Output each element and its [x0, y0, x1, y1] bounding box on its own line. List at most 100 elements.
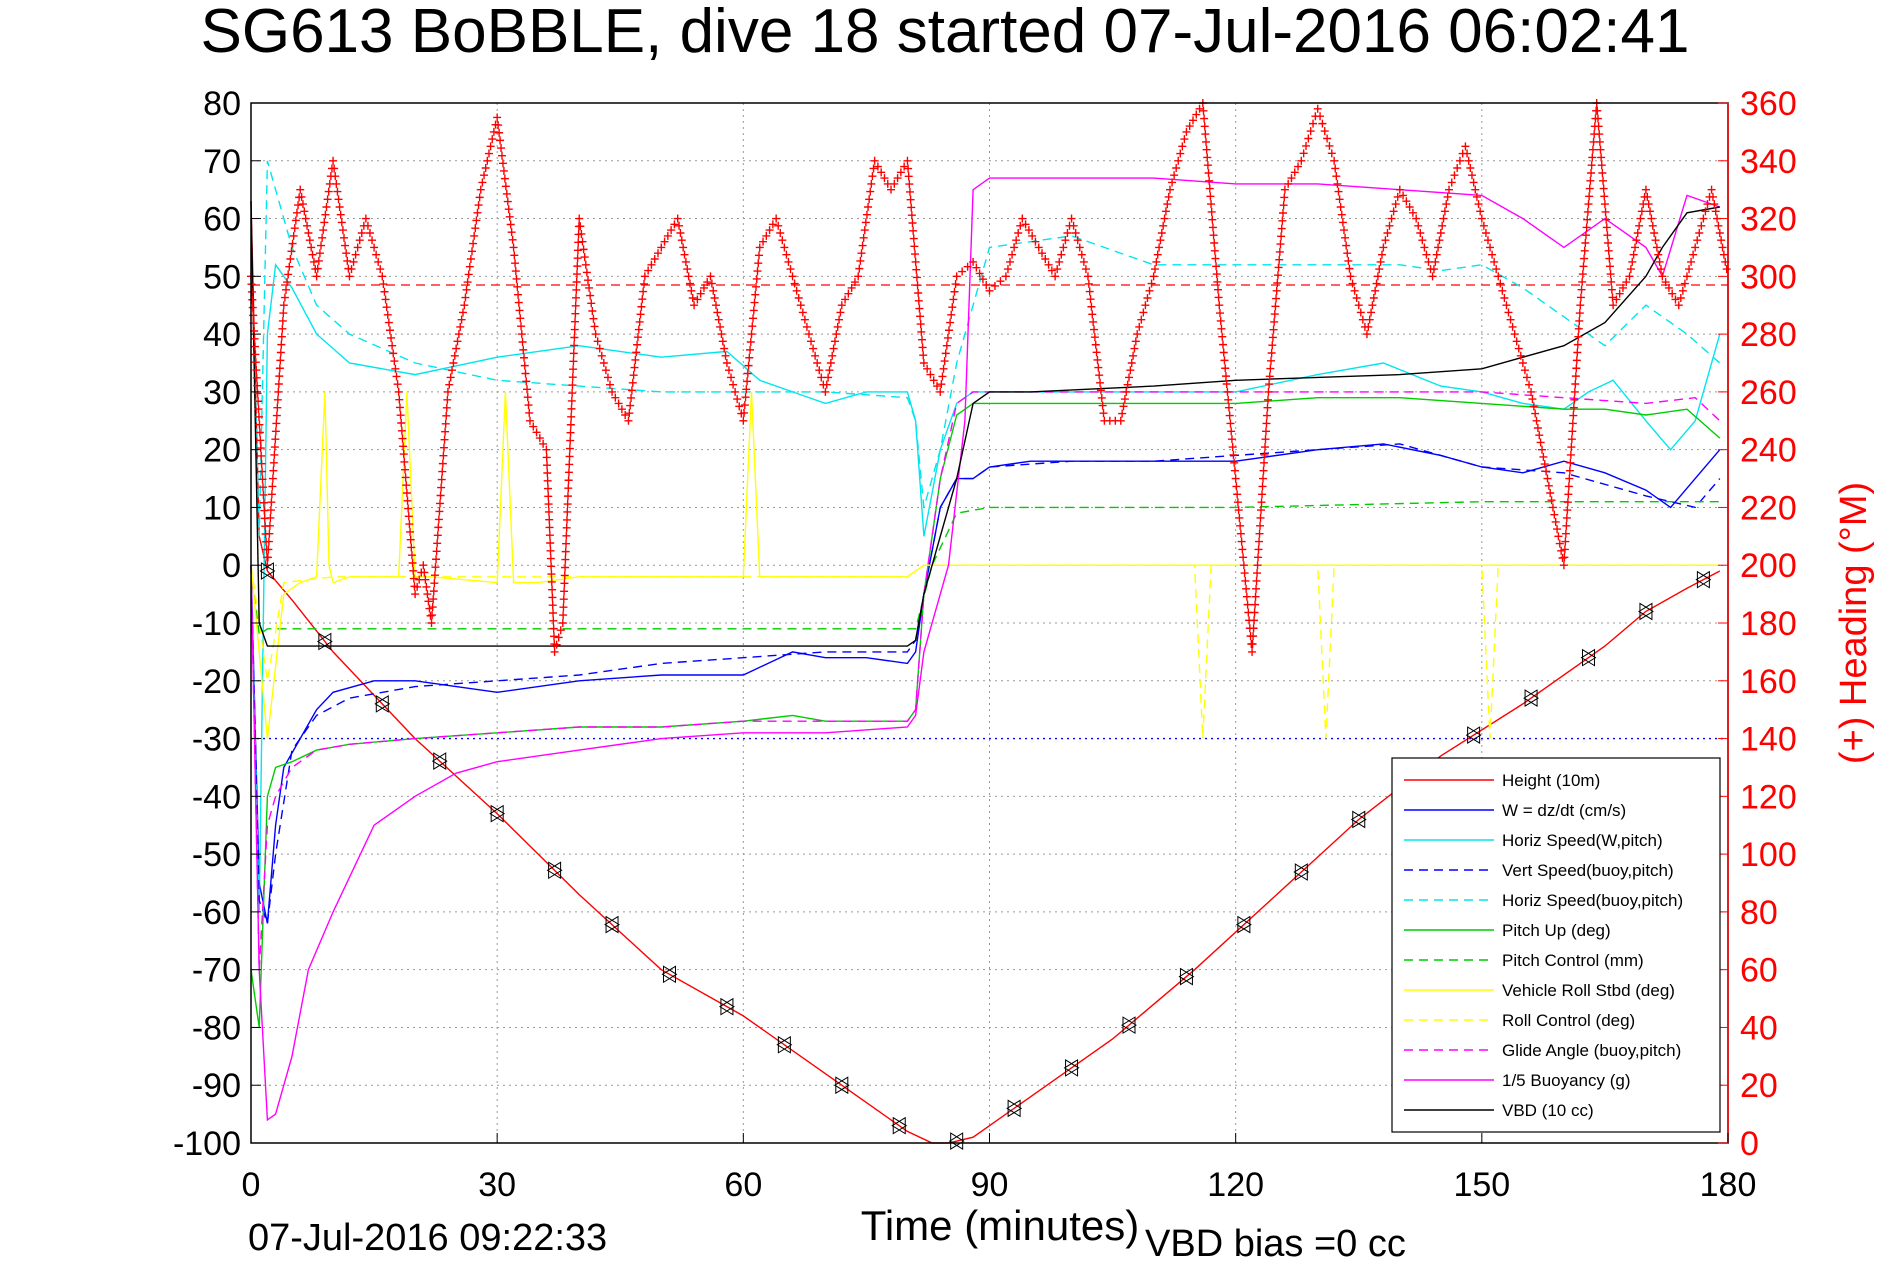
heading-marker: [267, 490, 276, 499]
heading-marker: [870, 156, 879, 165]
heading-marker: [1204, 169, 1213, 177]
heading-marker: [320, 218, 329, 227]
heading-marker: [1555, 539, 1564, 548]
heading-marker: [951, 280, 960, 289]
heading-marker: [647, 260, 656, 269]
heading-marker: [1572, 356, 1581, 365]
heading-marker: [1510, 330, 1519, 339]
heading-markers: [247, 99, 1731, 656]
heading-marker: [476, 185, 485, 194]
heading-marker: [1414, 221, 1423, 230]
heading-marker: [330, 164, 339, 173]
heading-marker: [1212, 262, 1221, 271]
heading-marker: [569, 365, 578, 374]
heading-marker: [1098, 401, 1107, 410]
heading-marker: [1236, 521, 1245, 530]
profile-marker-right: [1524, 689, 1540, 708]
heading-marker: [1309, 119, 1318, 128]
heading-marker: [409, 566, 418, 575]
heading-marker: [543, 476, 552, 485]
heading-marker: [572, 293, 581, 302]
heading-marker: [1343, 249, 1352, 258]
heading-marker: [709, 286, 718, 295]
heading-marker: [427, 619, 436, 627]
heading-marker: [1379, 243, 1388, 252]
heading-marker: [711, 301, 720, 310]
heading-marker: [254, 412, 263, 421]
heading-marker: [1567, 435, 1576, 444]
heading-marker: [1284, 179, 1293, 188]
heading-marker: [292, 208, 301, 217]
heading-marker: [1268, 333, 1277, 342]
heading-marker: [1216, 316, 1225, 325]
heading-marker: [399, 442, 408, 451]
profile-marker-left: [374, 694, 389, 713]
legend-box: [1391, 757, 1721, 1133]
profile-marker-right: [1007, 1099, 1023, 1118]
heading-marker: [570, 333, 579, 342]
heading-marker: [1202, 137, 1210, 146]
heading-marker: [1708, 192, 1717, 201]
heading-marker: [750, 298, 759, 307]
heading-marker: [857, 249, 866, 258]
heading-marker: [1124, 373, 1133, 382]
heading-marker: [545, 531, 554, 540]
heading-marker: [670, 220, 679, 229]
heading-marker: [735, 402, 744, 411]
heading-marker: [740, 408, 749, 417]
heading-marker: [399, 450, 408, 459]
heading-marker: [1274, 263, 1283, 272]
heading-marker: [1595, 130, 1604, 139]
heading-marker: [1581, 239, 1590, 247]
heading-marker: [958, 267, 967, 276]
heading-marker: [752, 282, 761, 291]
heading-marker: [1265, 380, 1274, 389]
heading-marker: [1562, 513, 1571, 522]
heading-marker: [544, 500, 553, 509]
heading-marker: [1362, 330, 1371, 339]
heading-marker: [978, 275, 987, 284]
heading-marker: [1356, 308, 1365, 317]
x-tick-label: 0: [242, 1166, 261, 1204]
heading-marker: [707, 279, 716, 288]
right-tick-label: 220: [1740, 489, 1797, 527]
heading-marker: [582, 268, 591, 277]
heading-marker: [749, 306, 758, 315]
heading-marker: [1213, 277, 1222, 286]
heading-marker: [585, 283, 594, 292]
x-tick-label: 150: [1453, 1166, 1510, 1204]
heading-marker: [932, 382, 941, 391]
heading-marker: [683, 265, 692, 274]
heading-marker: [520, 361, 529, 370]
heading-marker: [748, 322, 757, 331]
heading-marker: [304, 229, 313, 237]
heading-marker: [1003, 265, 1012, 274]
heading-marker: [297, 192, 306, 201]
heading-marker: [402, 489, 411, 497]
heading-marker: [837, 301, 846, 310]
heading-marker: [1369, 294, 1378, 302]
heading-marker: [587, 299, 596, 308]
heading-marker: [1339, 226, 1348, 235]
heading-marker: [521, 369, 530, 378]
heading-marker: [630, 363, 639, 372]
heading-marker: [929, 376, 938, 385]
heading-marker: [395, 403, 404, 412]
heading-marker: [696, 289, 705, 298]
heading-marker: [784, 257, 793, 266]
heading-marker: [826, 359, 835, 367]
y-tick-label: 60: [203, 201, 241, 239]
y-tick-label: -50: [192, 836, 241, 874]
heading-marker: [1316, 112, 1325, 121]
heading-marker: [1348, 279, 1357, 288]
heading-marker: [1593, 114, 1602, 123]
heading-marker: [494, 121, 503, 130]
heading-marker: [1260, 450, 1269, 459]
heading-marker: [438, 467, 447, 476]
heading-marker: [663, 231, 672, 240]
heading-marker: [912, 273, 921, 282]
heading-marker: [568, 389, 577, 398]
right-tick-label: 160: [1740, 663, 1797, 701]
heading-marker: [554, 633, 563, 642]
heading-marker: [1145, 286, 1154, 295]
